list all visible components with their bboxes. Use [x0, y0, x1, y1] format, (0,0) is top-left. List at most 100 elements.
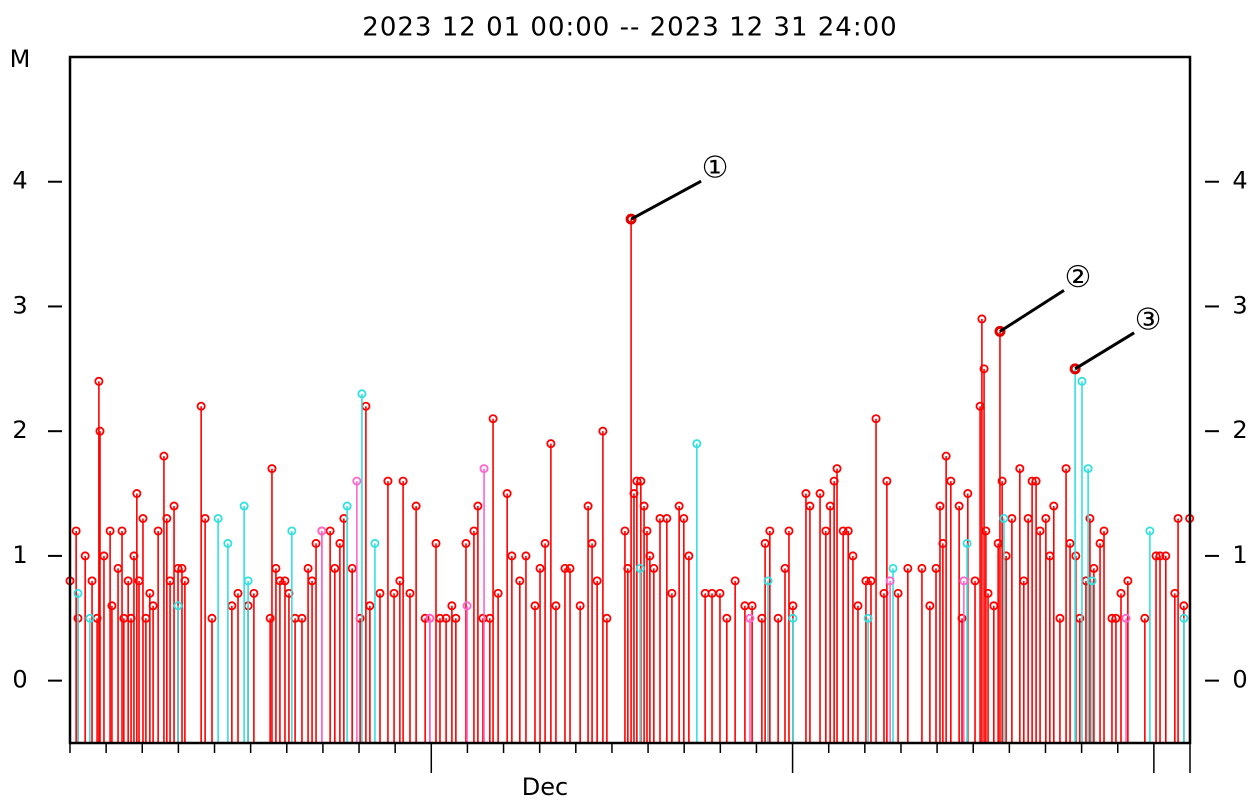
stem-head: [963, 489, 973, 499]
stem-head: [1041, 513, 1051, 523]
stem-head: [645, 551, 655, 561]
stem-head: [1179, 613, 1189, 623]
stem-head: [99, 551, 109, 561]
stem-head: [745, 613, 755, 623]
stem-head: [462, 601, 472, 611]
stem-head: [303, 563, 313, 573]
stem-head: [1140, 613, 1150, 623]
stem-head: [861, 576, 871, 586]
stem-head: [159, 451, 169, 461]
stem-head: [853, 601, 863, 611]
stem-head: [411, 501, 421, 511]
stem-head: [249, 588, 259, 598]
stem-head: [760, 538, 770, 548]
stem-head: [311, 538, 321, 548]
stem-head: [893, 588, 903, 598]
stem-head: [882, 476, 892, 486]
stem-head: [420, 613, 430, 623]
stem-head: [200, 513, 210, 523]
stem-head: [722, 613, 732, 623]
stem-head: [297, 613, 307, 623]
stem-head: [375, 588, 385, 598]
stem-head: [71, 526, 81, 536]
stem-head: [1173, 513, 1183, 523]
stem-head: [73, 588, 83, 598]
stem-head: [95, 426, 105, 436]
stem-head: [435, 613, 445, 623]
y-tick-label: 1: [12, 541, 27, 569]
stem-head: [838, 526, 848, 536]
stem-head: [970, 576, 980, 586]
stem-head: [684, 551, 694, 561]
stem-head: [94, 376, 104, 386]
stem-head: [441, 613, 451, 623]
stem-head: [551, 601, 561, 611]
stem-head: [832, 464, 842, 474]
stem-head: [87, 576, 97, 586]
stem-head: [957, 613, 967, 623]
stem-head: [662, 513, 672, 523]
stem-head: [1083, 464, 1093, 474]
stem-head: [871, 414, 881, 424]
leader-line: [630, 179, 702, 221]
stem-head: [317, 526, 327, 536]
stem-head: [866, 576, 876, 586]
stem-head: [674, 501, 684, 511]
stem-head: [405, 588, 415, 598]
stem-head: [105, 526, 115, 536]
stem-head: [207, 613, 217, 623]
stem-head: [962, 538, 972, 548]
stem-head: [885, 576, 895, 586]
stem-head: [765, 526, 775, 536]
y-tick-label: 0: [12, 666, 27, 694]
stem-head: [271, 563, 281, 573]
stem-head: [977, 314, 987, 324]
stem-head: [530, 601, 540, 611]
stem-head: [999, 513, 1009, 523]
stem-head: [620, 526, 630, 536]
stem-head: [347, 563, 357, 573]
stem-head: [979, 364, 989, 374]
stem-head: [692, 439, 702, 449]
stem-head: [177, 563, 187, 573]
leader-line: [999, 289, 1065, 333]
annotated-point: [625, 213, 637, 225]
stem-head: [117, 526, 127, 536]
stem-head: [1049, 501, 1059, 511]
stem-head: [148, 601, 158, 611]
stem-head: [773, 613, 783, 623]
stem-head: [239, 501, 249, 511]
stem-head: [461, 538, 471, 548]
stem-head: [642, 526, 652, 536]
stem-head: [925, 601, 935, 611]
stem-head: [123, 576, 133, 586]
stem-head: [863, 613, 873, 623]
y2-tick-label: 2: [1232, 416, 1247, 444]
stem-head: [431, 538, 441, 548]
y2-tick-label: 3: [1232, 291, 1247, 319]
plot-frame: [68, 55, 1192, 745]
chart-title: 2023 12 01 00:00 -- 2023 12 31 24:00: [362, 13, 897, 43]
annotation: ①: [702, 151, 729, 186]
stem-head: [636, 476, 646, 486]
stem-head: [132, 489, 142, 499]
stem-head: [565, 563, 575, 573]
stem-head: [903, 563, 913, 573]
stem-head: [784, 526, 794, 536]
stem-head: [145, 588, 155, 598]
stem-head: [1089, 563, 1099, 573]
x-axis-label: Dec: [522, 773, 568, 800]
y2-tick-label: 0: [1232, 666, 1247, 694]
stem-head: [275, 576, 285, 586]
stem-head: [1179, 601, 1189, 611]
stem-head: [473, 501, 483, 511]
stem-head: [383, 476, 393, 486]
stem-head: [730, 576, 740, 586]
stem-head: [679, 513, 689, 523]
y-tick-label: 4: [12, 167, 27, 195]
stem-head: [583, 501, 593, 511]
stem-head: [357, 389, 367, 399]
stem-head: [763, 576, 773, 586]
stem-head: [1077, 376, 1087, 386]
stem-head: [788, 601, 798, 611]
